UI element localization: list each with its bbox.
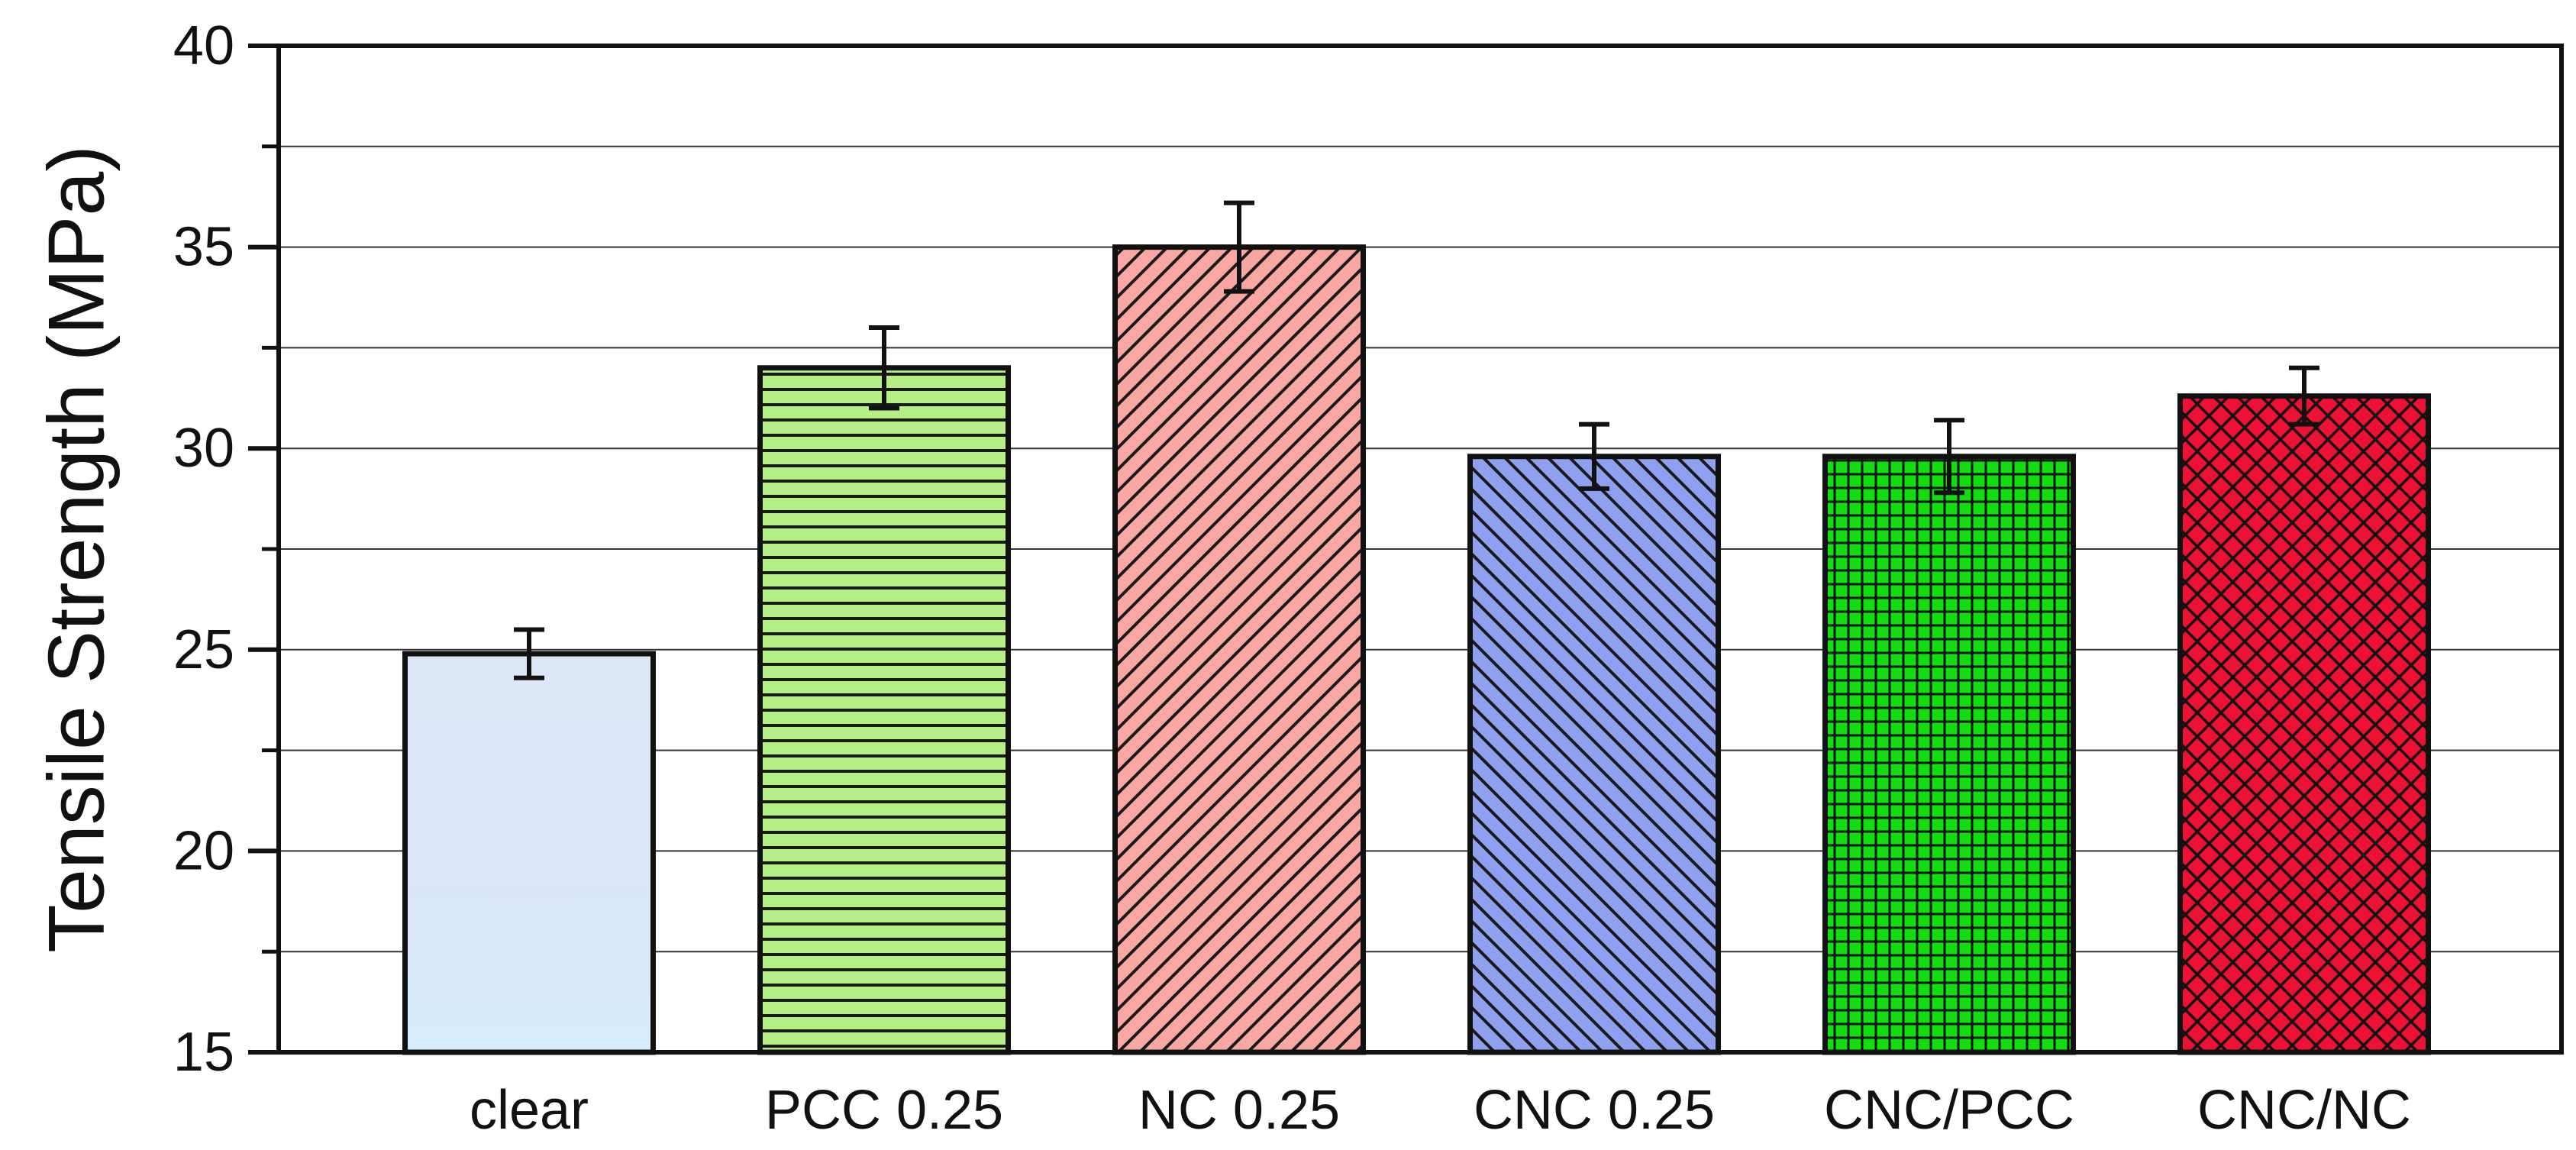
bar-clear: [402, 651, 656, 1055]
x-tick-label: PCC 0.25: [765, 1080, 1003, 1141]
bar-cnc-nc: [2177, 393, 2431, 1055]
x-axis: clear PCC 0.25 NC 0.25 CNC 0.25 CNC/PCC CNC/N…: [470, 1080, 2411, 1141]
bar-pcc-0-25: [757, 365, 1011, 1055]
error-bar-nc-0-25: [1224, 200, 1254, 294]
y-tick-label: 35: [173, 217, 234, 278]
y-tick-label: 40: [173, 15, 234, 76]
y-tick-label: 25: [173, 619, 234, 680]
bar-cnc-pcc: [1822, 454, 2076, 1055]
x-tick-label: CNC 0.25: [1474, 1080, 1715, 1141]
gridlines: [279, 145, 2561, 953]
error-bar-cnc-pcc: [1934, 418, 1964, 496]
y-tick-label: 30: [173, 418, 234, 479]
bar-cnc-0-25: [1467, 454, 1721, 1055]
error-bar-cnc-0-25: [1579, 422, 1609, 491]
x-tick-label: clear: [470, 1080, 589, 1141]
bar-nc-0-25: [1112, 244, 1366, 1055]
error-bars: [514, 200, 2319, 680]
error-bar-cnc-nc: [2289, 365, 2319, 427]
error-bar-clear: [514, 627, 544, 680]
y-tick-label: 15: [173, 1022, 234, 1083]
y-tick-label: 20: [173, 820, 234, 881]
x-tick-label: NC 0.25: [1138, 1080, 1340, 1141]
bars: [402, 244, 2431, 1055]
x-tick-label: CNC/PCC: [1824, 1080, 2074, 1141]
error-bar-pcc-0-25: [869, 325, 899, 411]
x-tick-label: CNC/NC: [2197, 1080, 2411, 1141]
y-axis-title: Tensile Strength (MPa): [32, 145, 121, 953]
y-axis: 15 20 25 30 35 40: [173, 15, 279, 1083]
